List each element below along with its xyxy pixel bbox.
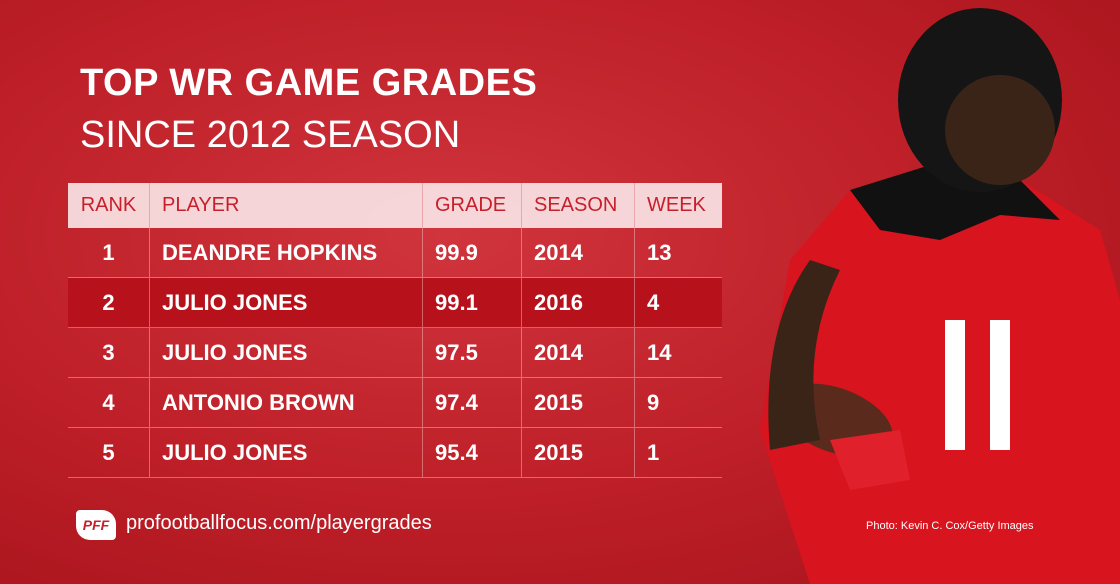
table-cell: 99.1 bbox=[423, 278, 522, 327]
table-cell: 1 bbox=[68, 228, 150, 277]
table-cell: 99.9 bbox=[423, 228, 522, 277]
table-cell: JULIO JONES bbox=[150, 278, 423, 327]
table-cell: 5 bbox=[68, 428, 150, 477]
column-header: RANK bbox=[68, 183, 150, 228]
table-cell: 3 bbox=[68, 328, 150, 377]
player-photo bbox=[760, 8, 1120, 584]
column-header: WEEK bbox=[647, 194, 706, 216]
table-cell: JULIO JONES bbox=[150, 428, 423, 477]
table-cell: 97.5 bbox=[423, 328, 522, 377]
table-cell: ANTONIO BROWN bbox=[150, 378, 423, 427]
header-row: RANK PLAYER GRADE SEASON WEEK bbox=[68, 183, 722, 228]
grades-table: RANK PLAYER GRADE SEASON WEEK 1 DEANDRE HOPKIN… bbox=[68, 183, 722, 478]
table-cell: 14 bbox=[647, 339, 672, 365]
logo: PFF bbox=[76, 510, 116, 540]
url: profootballfocus.com/playergrades bbox=[126, 512, 432, 534]
table-cell: 1 bbox=[647, 439, 660, 465]
table-cell: 13 bbox=[647, 239, 672, 265]
column-header: SEASON bbox=[522, 183, 635, 228]
table-row: 1 DEANDRE HOPKINS 99.9 2014 13 bbox=[68, 228, 722, 278]
table-cell: 2015 bbox=[522, 428, 635, 477]
table-cell: 2015 bbox=[522, 378, 635, 427]
table-row: 5 JULIO JONES 95.4 2015 1 bbox=[68, 428, 722, 478]
title: TOP WR GAME GRADES bbox=[80, 62, 538, 104]
photo-credit: Photo: Kevin C. Cox/Getty Images bbox=[866, 520, 1034, 532]
table-cell: DEANDRE HOPKINS bbox=[150, 228, 423, 277]
table-cell: 2014 bbox=[522, 228, 635, 277]
column-header: PLAYER bbox=[150, 183, 423, 228]
table-cell: 97.4 bbox=[423, 378, 522, 427]
table-cell: 2016 bbox=[522, 278, 635, 327]
column-header: GRADE bbox=[423, 183, 522, 228]
table-cell: 2014 bbox=[522, 328, 635, 377]
subtitle: SINCE 2012 SEASON bbox=[80, 114, 461, 156]
table-cell: 2 bbox=[68, 278, 150, 327]
table-cell: 4 bbox=[647, 289, 660, 315]
table-cell: JULIO JONES bbox=[150, 328, 423, 377]
table-cell: 4 bbox=[68, 378, 150, 427]
table-row: 3 JULIO JONES 97.5 2014 14 bbox=[68, 328, 722, 378]
table-cell: 9 bbox=[647, 389, 660, 415]
table-cell: 95.4 bbox=[423, 428, 522, 477]
table-row: 4 ANTONIO BROWN 97.4 2015 9 bbox=[68, 378, 722, 428]
table-row: 2 JULIO JONES 99.1 2016 4 bbox=[68, 278, 722, 328]
